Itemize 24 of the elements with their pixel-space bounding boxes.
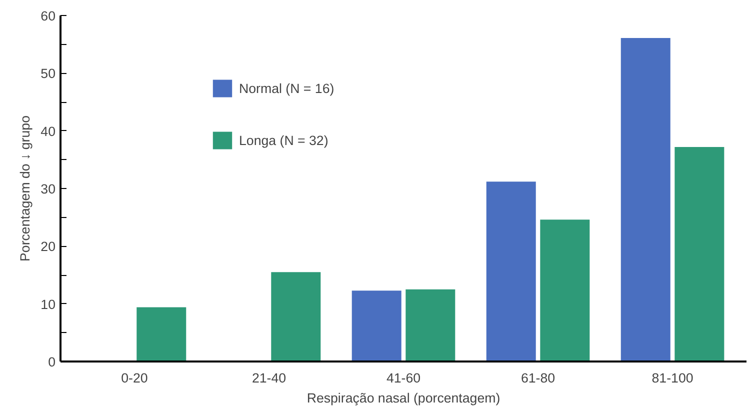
legend-label: Longa (N = 32): [239, 132, 328, 148]
bar: [486, 182, 536, 362]
x-tick-label: 41-60: [386, 370, 421, 386]
x-tick-label: 81-100: [652, 370, 694, 386]
bar: [271, 272, 321, 362]
x-tick-label: 61-80: [520, 370, 556, 386]
y-tick-label: 0: [48, 354, 56, 370]
bar: [674, 146, 724, 362]
bar: [406, 289, 456, 362]
bar: [136, 307, 186, 362]
y-tick-label: 50: [40, 66, 56, 82]
x-axis-title: Respiração nasal (porcentagem): [306, 390, 500, 406]
bar: [352, 290, 402, 362]
y-tick-label: 10: [40, 296, 56, 312]
x-tick-label: 21-40: [252, 370, 286, 386]
y-tick-label: 60: [40, 8, 56, 24]
y-tick-label: 40: [40, 124, 56, 139]
x-tick-label: 0-20: [121, 370, 148, 386]
bar: [620, 38, 670, 362]
y-tick-label: 20: [40, 239, 56, 254]
bar: [540, 220, 590, 362]
y-tick-label: 30: [40, 182, 56, 196]
legend-label: Normal (N = 16): [239, 80, 334, 96]
y-axis-title: Porcentagem do ↓ grupo: [18, 116, 33, 262]
